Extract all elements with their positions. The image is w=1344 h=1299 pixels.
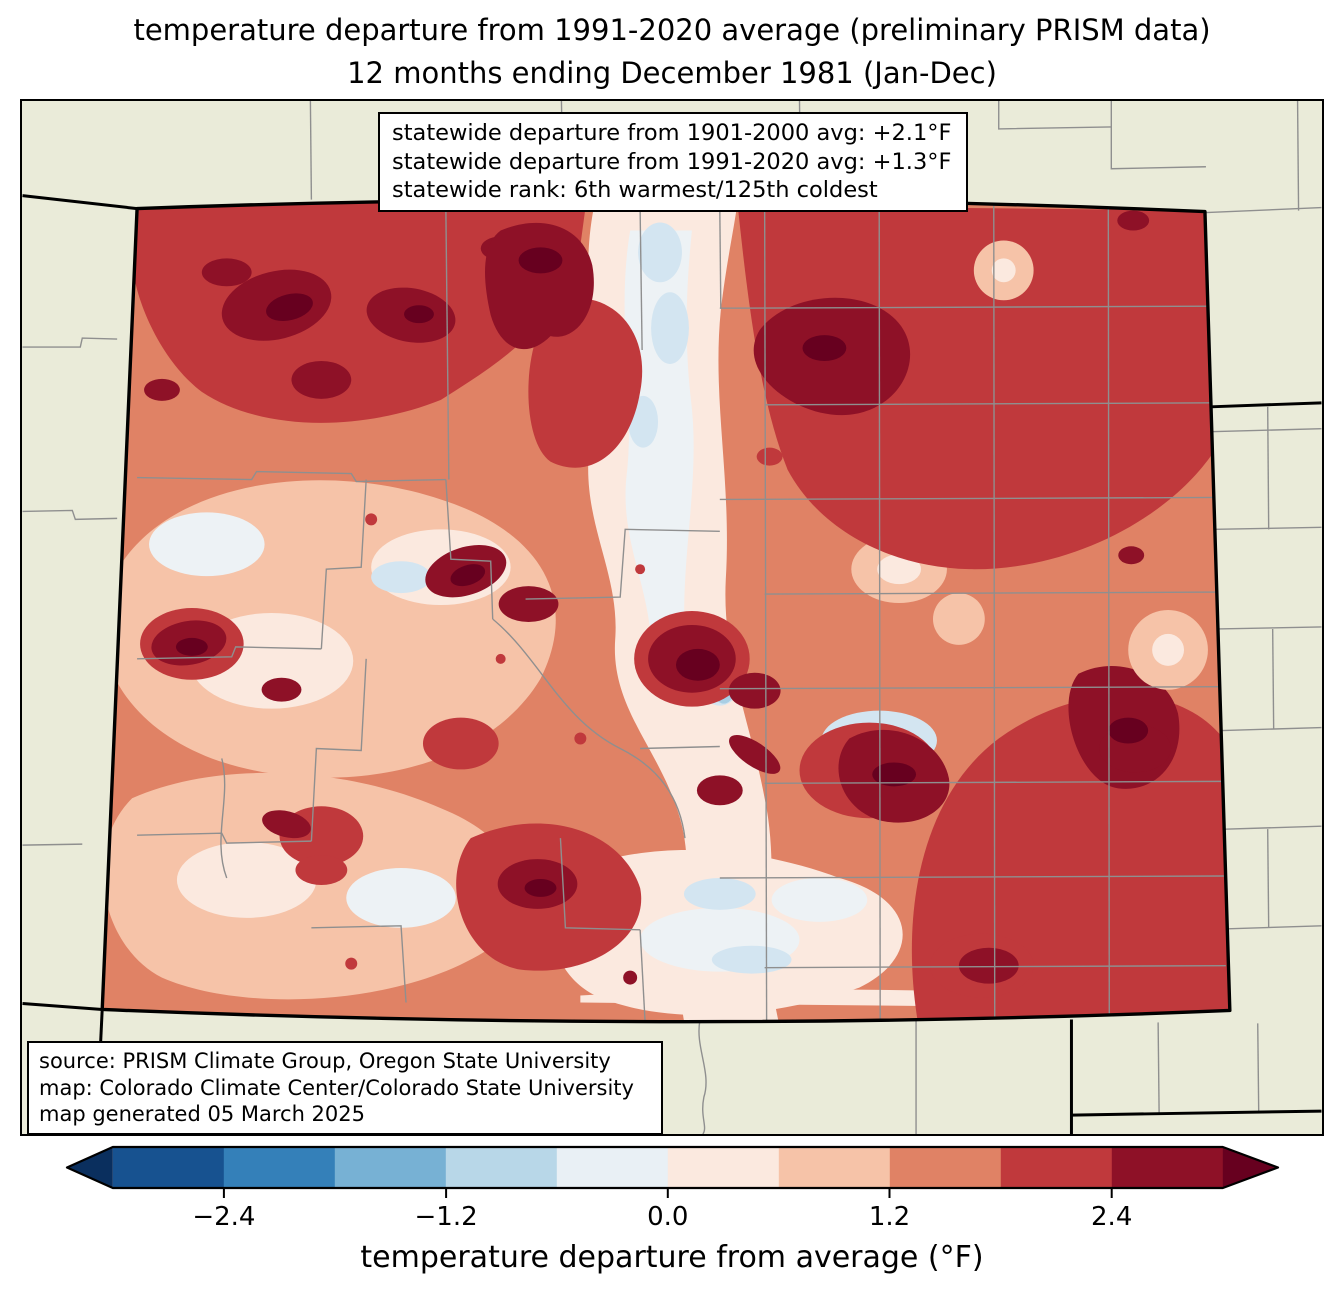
colorbar [65, 1145, 1280, 1198]
colorbar-outline [65, 1145, 1280, 1190]
neighbor-state-borders [22, 194, 1322, 1134]
colorbar-tick-label: 1.2 [868, 1202, 911, 1232]
stats-line-1: statewide departure from 1901-2000 avg: … [392, 120, 952, 146]
contour-blobs [102, 199, 1230, 1022]
colorbar-tick-label: 2.4 [1091, 1202, 1133, 1232]
colorado-map [22, 101, 1322, 1134]
colorbar-tick-label: 0.0 [647, 1202, 689, 1232]
map-title-line2: 12 months ending December 1981 (Jan-Dec) [347, 56, 997, 90]
colorbar-tick-marks [222, 1188, 1113, 1198]
colorbar-tick-label: −1.2 [414, 1202, 478, 1232]
colorbar-tick-label: −2.4 [192, 1202, 256, 1232]
map-frame [20, 99, 1324, 1136]
source-line-3: map generated 05 March 2025 [39, 1102, 366, 1126]
colorbar-axis-label: temperature departure from average (°F) [360, 1240, 984, 1275]
map-title-line1: temperature departure from 1991-2020 ave… [133, 13, 1211, 47]
stats-box: statewide departure from 1901-2000 avg: … [378, 112, 968, 212]
colorado-county-lines [137, 200, 1226, 1022]
colorbar-left-arrow [67, 1147, 113, 1188]
colorbar-right-arrow [1222, 1147, 1278, 1188]
colorbar-segments [112, 1147, 1224, 1188]
source-line-2: map: Colorado Climate Center/Colorado St… [39, 1075, 634, 1100]
stats-line-3: statewide rank: 6th warmest/125th coldes… [392, 177, 878, 203]
source-box: source: PRISM Climate Group, Oregon Stat… [27, 1041, 663, 1135]
source-line-1: source: PRISM Climate Group, Oregon Stat… [39, 1049, 611, 1073]
stats-line-2: statewide departure from 1991-2020 avg: … [392, 148, 952, 175]
